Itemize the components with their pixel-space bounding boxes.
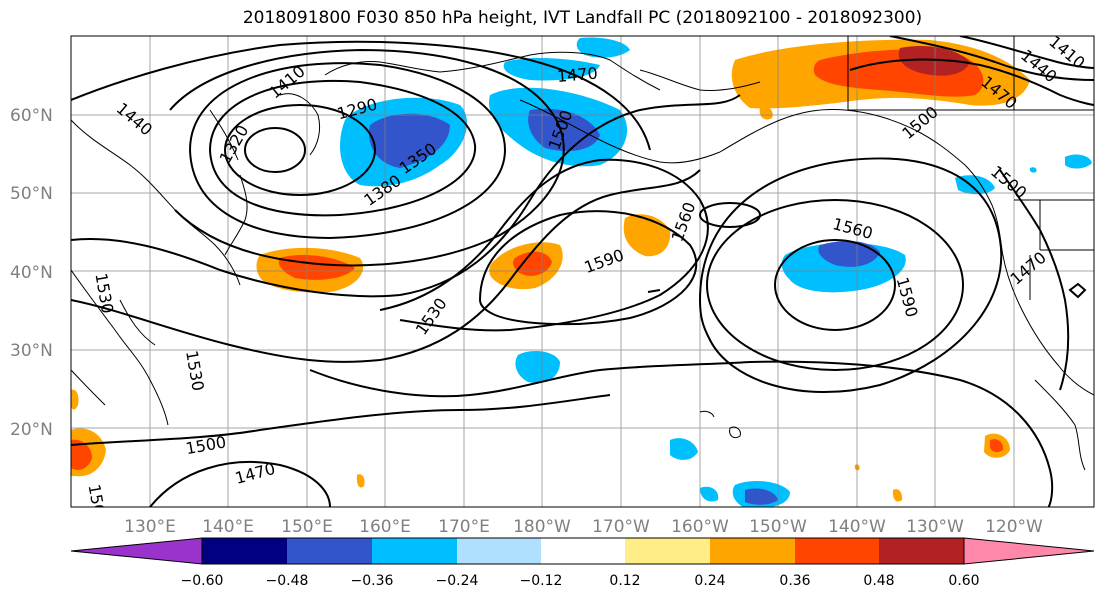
colorbar-segment <box>70 537 203 565</box>
coastlines <box>71 36 1094 471</box>
colorbar-segment <box>287 538 372 564</box>
colorbar-segment <box>541 538 625 564</box>
ivt-negative-region <box>700 486 719 502</box>
colorbar-tick-label: 0.60 <box>948 573 979 589</box>
lon-label: 160°W <box>671 517 729 537</box>
colorbar-tick-label: −0.12 <box>520 573 563 589</box>
map-title: 2018091800 F030 850 hPa height, IVT Land… <box>242 8 923 28</box>
colorbar-tick-label: 0.48 <box>863 573 894 589</box>
lon-label: 130°W <box>906 517 964 537</box>
colorbar-ticks: −0.60 −0.48 −0.36 −0.24 −0.12 0.12 0.24 … <box>181 573 980 589</box>
colorbar-tick-label: 0.12 <box>609 573 640 589</box>
height-contour-small <box>647 289 661 293</box>
lon-label: 170°E <box>438 517 490 537</box>
ivt-positive-region <box>71 439 92 470</box>
lon-label: 150°E <box>281 517 333 537</box>
colorbar-segment <box>795 538 879 564</box>
lon-label: 130°E <box>124 517 176 537</box>
lat-label: 60°N <box>10 106 53 126</box>
ivt-negative-region <box>369 113 450 168</box>
ivt-negative-region <box>818 240 880 267</box>
colorbar-tick-label: 0.36 <box>779 573 810 589</box>
colorbar: −0.60 −0.48 −0.36 −0.24 −0.12 0.12 0.24 … <box>70 537 1095 589</box>
ivt-positive-region <box>759 107 773 120</box>
lat-label: 20°N <box>10 420 53 440</box>
lon-label: 140°W <box>828 517 886 537</box>
lon-label: 160°E <box>359 517 411 537</box>
ivt-negative-region <box>745 488 778 505</box>
latitude-labels: 60°N 50°N 40°N 30°N 20°N <box>10 106 53 440</box>
colorbar-frame <box>201 537 965 565</box>
lon-label: 180°W <box>513 517 571 537</box>
ivt-negative-region <box>670 438 698 460</box>
colorbar-tick-label: −0.48 <box>266 573 309 589</box>
colorbar-segment <box>457 538 541 564</box>
map-frame <box>70 35 1095 508</box>
lat-label: 30°N <box>10 341 53 361</box>
ivt-negative-region <box>515 350 560 384</box>
colorbar-segment <box>372 538 457 564</box>
colorbar-tick-label: −0.60 <box>181 573 224 589</box>
ivt-negative-region <box>576 37 630 58</box>
colorbar-segment <box>710 538 795 564</box>
ivt-positive-region <box>990 439 1004 453</box>
ivt-negative-region <box>1029 167 1037 173</box>
colorbar-tick-label: 0.24 <box>694 573 725 589</box>
colorbar-segment <box>202 538 287 564</box>
colorbar-segment <box>879 538 964 564</box>
longitude-labels: 130°E 140°E 150°E 160°E 170°E 180°W 170°… <box>124 517 1043 537</box>
colorbar-segment <box>625 538 710 564</box>
graticule <box>71 36 1094 507</box>
height-contours <box>71 36 1094 507</box>
ivt-positive-region <box>623 214 671 257</box>
colorbar-tick-label: −0.24 <box>436 573 479 589</box>
ivt-negative-region <box>1065 154 1092 169</box>
lon-label: 140°E <box>202 517 254 537</box>
lat-label: 50°N <box>10 184 53 204</box>
lat-label: 40°N <box>10 263 53 283</box>
lon-label: 120°W <box>985 517 1043 537</box>
contour-label: 1470 <box>556 63 598 85</box>
ivt-positive-region <box>71 389 79 410</box>
colorbar-tick-label: −0.36 <box>351 573 394 589</box>
ivt-positive-region <box>892 489 903 502</box>
lon-label: 150°W <box>749 517 807 537</box>
height-contour-small <box>1068 282 1087 299</box>
ivt-positive-region <box>898 45 970 76</box>
lon-label: 170°W <box>592 517 650 537</box>
colorbar-segment <box>963 537 1095 565</box>
ivt-positive-region <box>356 474 365 488</box>
